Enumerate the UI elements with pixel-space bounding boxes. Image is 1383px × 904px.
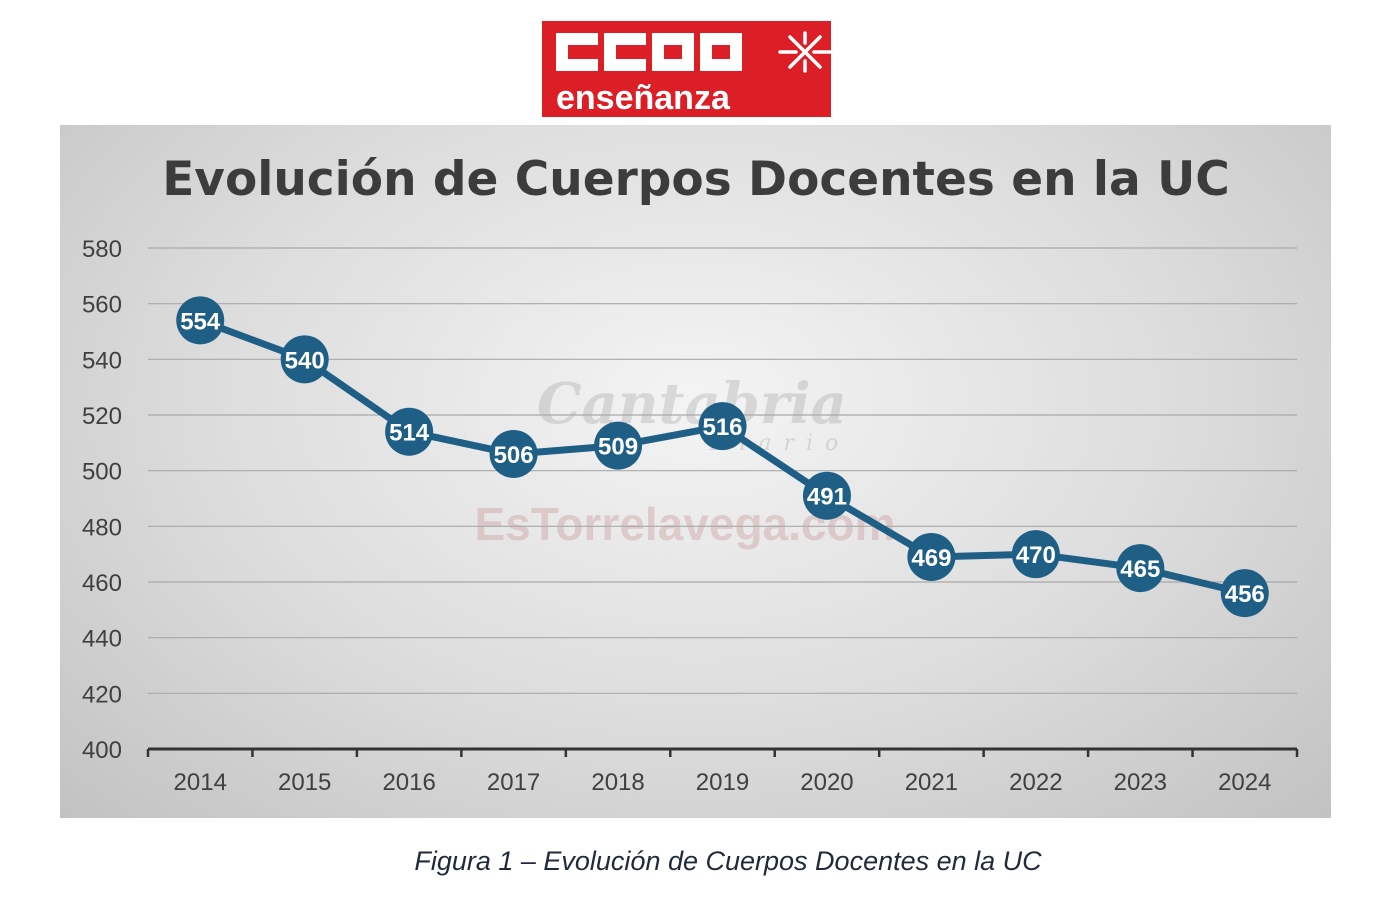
x-tick-label: 2015 [278,769,331,796]
data-label: 491 [807,484,847,511]
data-label: 509 [598,434,638,461]
data-label: 554 [180,308,221,335]
x-tick-label: 2024 [1218,769,1271,796]
data-label: 456 [1225,581,1265,608]
data-point [176,296,225,345]
data-point [385,407,434,456]
data-point [280,335,329,384]
x-tick-label: 2019 [696,769,749,796]
y-tick-label: 560 [82,292,122,319]
y-tick-label: 420 [82,681,122,708]
line-chart: Evolución de Cuerpos Docentes en la UC C… [82,152,1299,796]
data-label: 470 [1016,542,1056,569]
data-label: 506 [494,442,534,469]
y-tick-label: 440 [82,626,122,653]
ccoo-symbol-icon [778,31,831,73]
data-point [594,421,643,470]
chart-title: Evolución de Cuerpos Docentes en la UC [162,152,1230,207]
y-tick-label: 460 [82,570,122,597]
data-point [698,402,747,451]
y-tick-label: 540 [82,347,122,374]
y-tick-label: 520 [82,403,122,430]
x-tick-label: 2016 [382,769,435,796]
x-tick-label: 2014 [174,769,227,796]
y-tick-label: 500 [82,459,122,486]
x-tick-label: 2017 [487,769,540,796]
watermark-line1: Cantabria [537,371,847,437]
data-label: 465 [1120,556,1160,583]
x-tick-label: 2020 [800,769,853,796]
x-tick-label: 2018 [591,769,644,796]
data-point [1116,544,1165,593]
data-point [1011,530,1060,579]
y-tick-label: 400 [82,737,122,764]
x-tick-label: 2023 [1114,769,1167,796]
data-label: 516 [702,414,742,441]
series-line [196,316,1249,597]
ccoo-logo: enseñanza [542,21,831,117]
y-tick-label: 480 [82,514,122,541]
x-tick-label: 2022 [1009,769,1062,796]
figure-caption: Figura 1 – Evolución de Cuerpos Docentes… [414,846,1042,876]
y-tick-label: 580 [82,236,122,263]
chart-panel: Evolución de Cuerpos Docentes en la UC C… [60,125,1331,818]
data-label: 469 [911,545,951,572]
data-label: 540 [285,347,325,374]
data-point [907,532,956,581]
data-point [1220,569,1269,618]
data-point [802,471,851,520]
data-label: 514 [389,420,430,447]
x-tick-label: 2021 [905,769,958,796]
ccoo-logo-graphic: enseñanza [556,31,831,117]
logo-subtitle: enseñanza [556,79,731,117]
watermark: Cantabria Diario EsTorrelavega.com [474,371,895,550]
data-point [489,429,538,478]
